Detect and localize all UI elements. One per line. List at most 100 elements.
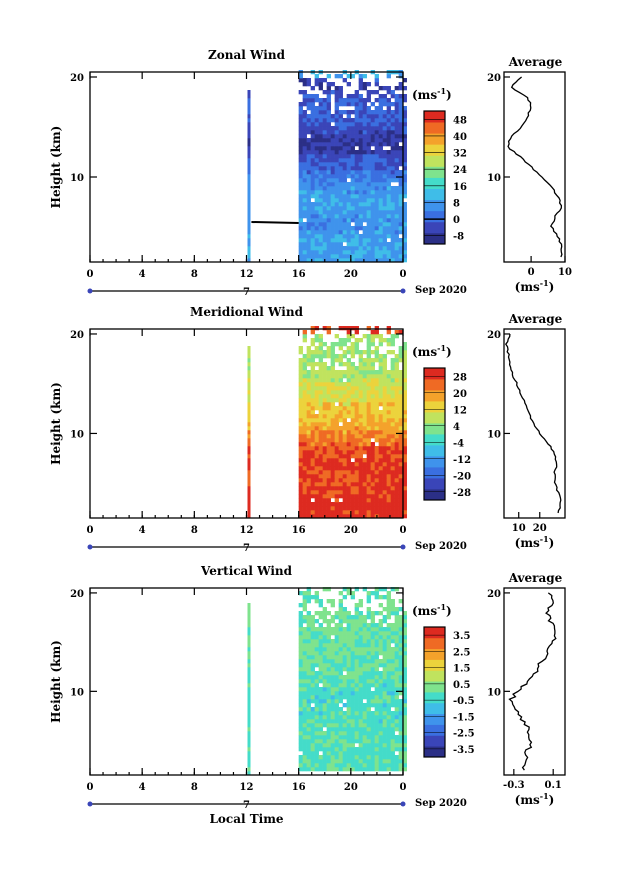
heatmap-cell [394, 655, 399, 660]
colorbar-swatch [424, 681, 445, 693]
heatmap-cell [386, 206, 391, 211]
heatmap-cell [374, 250, 379, 255]
heatmap-cell [390, 587, 395, 592]
heatmap-cell [378, 414, 383, 419]
heatmap-cell [247, 470, 251, 475]
heatmap-cell [314, 74, 319, 79]
heatmap-cell [386, 390, 391, 395]
heatmap-cell [326, 110, 331, 115]
y-axis-label: Height (km) [49, 382, 63, 465]
heatmap-cell [334, 206, 339, 211]
heatmap-cell [402, 94, 407, 99]
heatmap-cell [318, 166, 323, 171]
heatmap-cell [394, 222, 399, 227]
heatmap-cell [247, 190, 251, 195]
heatmap-cell [326, 102, 331, 107]
heatmap-cell [398, 514, 403, 519]
heatmap-cell [306, 346, 311, 351]
heatmap-cell [338, 98, 343, 103]
heatmap-cell [310, 494, 315, 499]
heatmap-cell [322, 414, 327, 419]
heatmap-cell [306, 430, 311, 435]
heatmap-cell [298, 90, 303, 95]
heatmap-cell [358, 242, 363, 247]
heatmap-cell [358, 739, 363, 744]
heatmap-cell [358, 106, 363, 111]
heatmap-cell [350, 687, 355, 692]
heatmap-cell [350, 446, 355, 451]
heatmap-cell [326, 699, 331, 704]
heatmap-cell [398, 751, 403, 756]
heatmap-cell [378, 759, 383, 764]
heatmap-cell [402, 238, 407, 243]
heatmap-cell [326, 230, 331, 235]
heatmap-cell [302, 675, 307, 680]
heatmap-cell [338, 478, 343, 483]
heatmap-cell [298, 138, 303, 143]
heatmap-cell [338, 466, 343, 471]
colorbar-tick-label: -20 [453, 471, 471, 482]
heatmap-cell [326, 146, 331, 151]
heatmap-cell [350, 118, 355, 123]
heatmap-cell [398, 222, 403, 227]
heatmap-cell [247, 743, 251, 748]
heatmap-cell [322, 374, 327, 379]
heatmap-cell [338, 214, 343, 219]
heatmap-cell [314, 478, 319, 483]
heatmap-cell [386, 763, 391, 768]
colorbar-swatch [424, 724, 445, 736]
heatmap-cell [370, 250, 375, 255]
heatmap-cell [382, 378, 387, 383]
heatmap-cell [350, 250, 355, 255]
heatmap-cell [370, 699, 375, 704]
heatmap-cell [378, 222, 383, 227]
heatmap-cell [298, 611, 303, 616]
heatmap-cell [306, 202, 311, 207]
heatmap-cell [386, 514, 391, 519]
heatmap-cell [310, 158, 315, 163]
heatmap-cell [370, 647, 375, 652]
heatmap-cell [354, 390, 359, 395]
heatmap-cell [247, 146, 251, 151]
heatmap-cell [378, 711, 383, 716]
heatmap-cell [350, 342, 355, 347]
heatmap-cell [390, 422, 395, 427]
heatmap-cell [390, 134, 395, 139]
heatmap-cell [386, 178, 391, 183]
heatmap-cell [247, 675, 251, 680]
heatmap-cell [382, 206, 387, 211]
heatmap-cell [382, 142, 387, 147]
heatmap-cell [362, 659, 367, 664]
heatmap-cell [306, 154, 311, 159]
x-tick-label: 20 [344, 269, 358, 280]
heatmap-cell [330, 146, 335, 151]
heatmap-cell [306, 506, 311, 511]
heatmap-cell [374, 683, 379, 688]
heatmap-cell [390, 198, 395, 203]
heatmap-cell [402, 611, 407, 616]
heatmap-cell [247, 478, 251, 483]
heatmap-cell [370, 158, 375, 163]
heatmap-cell [370, 727, 375, 732]
heatmap-cell [386, 438, 391, 443]
heatmap-cell [362, 494, 367, 499]
heatmap-cell [318, 162, 323, 167]
heatmap-cell [394, 755, 399, 760]
heatmap-cell [318, 691, 323, 696]
heatmap-cell [306, 138, 311, 143]
heatmap-cell [346, 735, 351, 740]
heatmap-cell [362, 402, 367, 407]
x-tick-label: 12 [240, 782, 254, 793]
heatmap-cell [402, 186, 407, 191]
heatmap-cell [310, 639, 315, 644]
heatmap-cell [382, 102, 387, 107]
heatmap-cell [350, 450, 355, 455]
heatmap-cell [326, 222, 331, 227]
heatmap-cell [302, 146, 307, 151]
heatmap-cell [318, 138, 323, 143]
colorbar-swatch [424, 401, 445, 413]
heatmap-cell [346, 162, 351, 167]
heatmap-cell [247, 354, 251, 359]
heatmap-cell [366, 466, 371, 471]
heatmap-cell [342, 470, 347, 475]
